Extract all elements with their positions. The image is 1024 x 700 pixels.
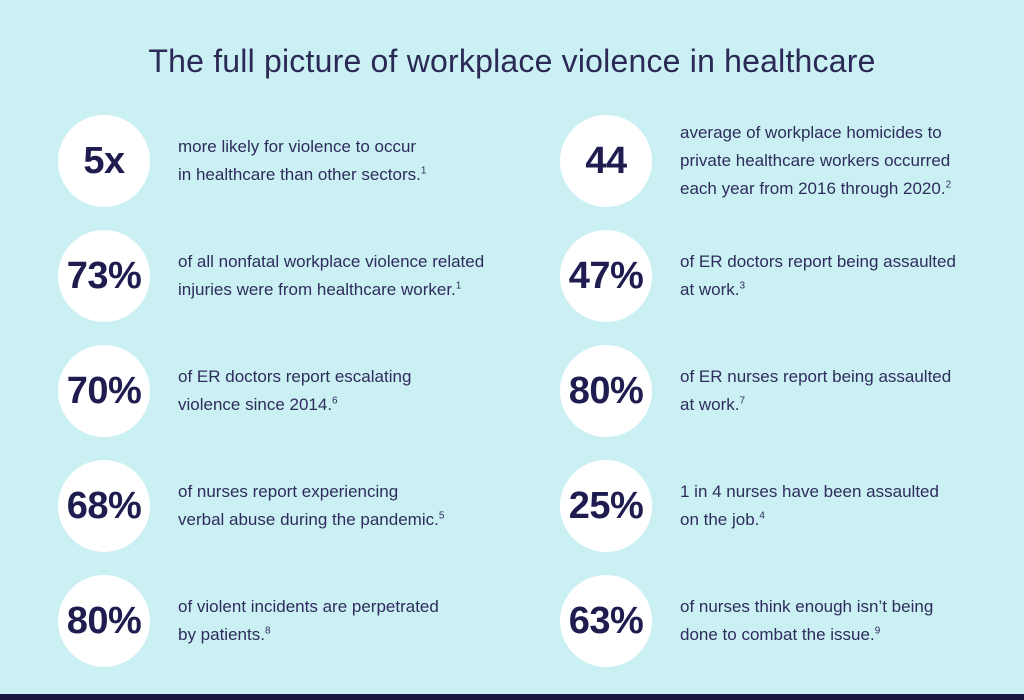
stat-description: more likely for violence to occur in heal… bbox=[178, 137, 427, 184]
stat-description: average of workplace homicides to private… bbox=[680, 123, 952, 198]
stat-value: 80% bbox=[66, 599, 142, 642]
footnote-marker: 2 bbox=[945, 179, 952, 191]
footnote-marker: 4 bbox=[759, 510, 765, 522]
stat-circle: 63% bbox=[560, 575, 652, 667]
stat-circle: 80% bbox=[58, 575, 150, 667]
stat-item: 73% of all nonfatal workplace violence r… bbox=[58, 230, 560, 322]
stat-circle: 25% bbox=[560, 460, 652, 552]
page-title: The full picture of workplace violence i… bbox=[148, 43, 876, 79]
stat-description: of nurses report experiencing verbal abus… bbox=[178, 482, 445, 529]
stat-circle: 68% bbox=[58, 460, 150, 552]
stat-value: 25% bbox=[568, 484, 644, 527]
stat-description: 1 in 4 nurses have been assaulted on the … bbox=[680, 482, 939, 529]
footnote-marker: 8 bbox=[264, 625, 271, 637]
footnote-marker: 1 bbox=[420, 165, 427, 177]
stat-circle: 47% bbox=[560, 230, 652, 322]
footnote-marker: 1 bbox=[455, 280, 462, 292]
stat-circle: 80% bbox=[560, 345, 652, 437]
stat-item: 80% of ER nurses report being assaulted a… bbox=[560, 345, 1004, 437]
stat-value: 63% bbox=[568, 599, 644, 642]
stat-value: 47% bbox=[568, 254, 644, 297]
stat-circle: 70% bbox=[58, 345, 150, 437]
stat-value: 73% bbox=[66, 254, 142, 297]
stat-item: 68% of nurses report experiencing verbal … bbox=[58, 460, 560, 552]
stat-item: 80% of violent incidents are perpetrated… bbox=[58, 575, 560, 667]
stat-item: 63% of nurses think enough isn’t being do… bbox=[560, 575, 1004, 667]
footer-bar bbox=[0, 694, 1024, 700]
stat-circle: 73% bbox=[58, 230, 150, 322]
stat-circle: 5x bbox=[58, 115, 150, 207]
stat-description: of violent incidents are perpetrated by p… bbox=[178, 597, 439, 644]
footnote-marker: 5 bbox=[438, 510, 445, 522]
stat-value: 44 bbox=[585, 139, 627, 182]
stat-description: of all nonfatal workplace violence relat… bbox=[178, 252, 485, 299]
stat-value: 80% bbox=[568, 369, 644, 412]
stat-description: of ER doctors report being assaulted at w… bbox=[680, 252, 956, 299]
footnote-marker: 6 bbox=[332, 395, 338, 407]
footnote-marker: 7 bbox=[739, 395, 746, 407]
stat-item: 44 average of workplace homicides to priv… bbox=[560, 115, 1004, 207]
stat-circle: 44 bbox=[560, 115, 652, 207]
stat-item: 47% of ER doctors report being assaulted… bbox=[560, 230, 1004, 322]
stat-item: 5x more likely for violence to occur in h… bbox=[58, 115, 560, 207]
infographic: The full picture of workplace violence i… bbox=[0, 43, 1024, 700]
stat-description: of ER doctors report escalating violence … bbox=[178, 367, 412, 414]
stat-value: 70% bbox=[66, 369, 142, 412]
stats-grid: 5x more likely for violence to occur in h… bbox=[0, 115, 1024, 667]
stat-description: of nurses think enough isn’t being done t… bbox=[680, 597, 934, 644]
stat-value: 68% bbox=[66, 484, 142, 527]
stat-item: 25% 1 in 4 nurses have been assaulted on … bbox=[560, 460, 1004, 552]
stat-description: of ER nurses report being assaulted at wo… bbox=[680, 367, 952, 414]
stat-value: 5x bbox=[83, 139, 125, 182]
footnote-marker: 3 bbox=[739, 280, 746, 292]
footnote-marker: 9 bbox=[874, 625, 881, 637]
stat-item: 70% of ER doctors report escalating viole… bbox=[58, 345, 560, 437]
